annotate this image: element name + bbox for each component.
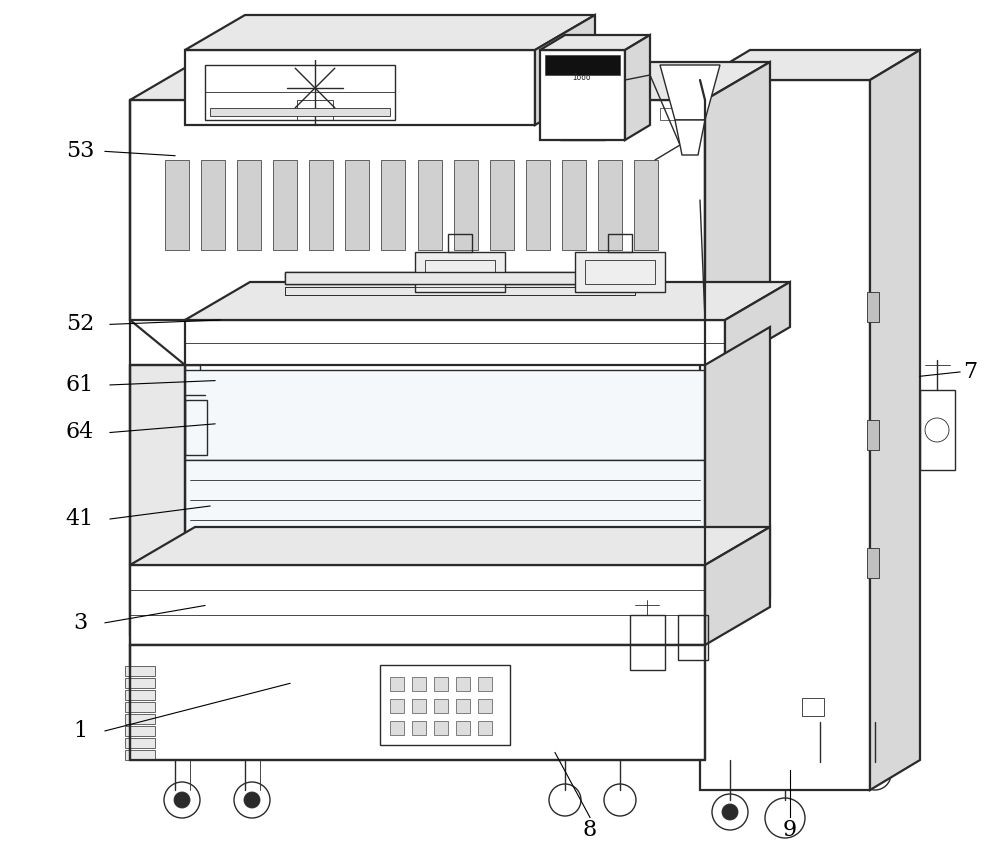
Polygon shape <box>526 160 550 250</box>
Circle shape <box>790 404 796 410</box>
Polygon shape <box>285 272 635 284</box>
Text: Iooo: Iooo <box>573 74 591 82</box>
Polygon shape <box>125 690 155 700</box>
Polygon shape <box>434 721 448 735</box>
Polygon shape <box>185 15 595 50</box>
Text: 61: 61 <box>66 374 94 396</box>
Polygon shape <box>562 160 586 250</box>
Polygon shape <box>345 160 369 250</box>
Polygon shape <box>125 738 155 748</box>
Text: 64: 64 <box>66 421 94 444</box>
Text: 3: 3 <box>73 612 87 634</box>
Polygon shape <box>125 726 155 736</box>
Polygon shape <box>700 50 920 80</box>
Polygon shape <box>478 699 492 713</box>
Polygon shape <box>165 160 189 250</box>
Text: 8: 8 <box>583 819 597 842</box>
Polygon shape <box>201 160 225 250</box>
Circle shape <box>244 792 260 808</box>
Polygon shape <box>634 160 658 250</box>
Circle shape <box>681 118 689 126</box>
Polygon shape <box>125 702 155 712</box>
Text: 7: 7 <box>963 361 977 383</box>
Polygon shape <box>705 62 770 320</box>
Polygon shape <box>434 677 448 691</box>
Circle shape <box>174 792 190 808</box>
Polygon shape <box>381 160 405 250</box>
Polygon shape <box>478 721 492 735</box>
Polygon shape <box>598 160 622 250</box>
Polygon shape <box>412 699 426 713</box>
Polygon shape <box>130 100 705 320</box>
Polygon shape <box>725 282 790 365</box>
Polygon shape <box>285 272 635 284</box>
Circle shape <box>639 632 655 648</box>
Polygon shape <box>705 327 770 635</box>
Polygon shape <box>130 527 770 565</box>
Polygon shape <box>478 677 492 691</box>
Text: 9: 9 <box>783 819 797 842</box>
Polygon shape <box>125 714 155 724</box>
Polygon shape <box>130 645 705 760</box>
Polygon shape <box>185 320 725 365</box>
Text: 1: 1 <box>73 720 87 742</box>
Polygon shape <box>412 677 426 691</box>
Polygon shape <box>870 50 920 790</box>
Polygon shape <box>273 160 297 250</box>
Polygon shape <box>540 35 650 50</box>
Polygon shape <box>125 678 155 688</box>
Text: 53: 53 <box>66 140 94 163</box>
Polygon shape <box>412 721 426 735</box>
Text: 52: 52 <box>66 313 94 336</box>
Polygon shape <box>867 548 879 578</box>
Polygon shape <box>130 565 705 645</box>
Polygon shape <box>130 62 770 100</box>
Polygon shape <box>705 527 770 645</box>
Polygon shape <box>390 677 404 691</box>
Polygon shape <box>675 120 705 155</box>
Text: 41: 41 <box>66 508 94 530</box>
Polygon shape <box>535 15 595 125</box>
Polygon shape <box>185 460 705 535</box>
Polygon shape <box>456 677 470 691</box>
Polygon shape <box>237 160 261 250</box>
Polygon shape <box>390 721 404 735</box>
Circle shape <box>722 804 738 820</box>
Polygon shape <box>434 699 448 713</box>
Polygon shape <box>660 65 720 120</box>
Polygon shape <box>185 370 705 570</box>
Polygon shape <box>415 252 505 292</box>
Polygon shape <box>545 55 620 75</box>
Polygon shape <box>867 292 879 322</box>
Polygon shape <box>185 282 790 320</box>
Polygon shape <box>625 35 650 140</box>
Polygon shape <box>185 50 535 125</box>
Polygon shape <box>130 365 185 635</box>
Polygon shape <box>575 252 665 292</box>
Polygon shape <box>540 50 625 140</box>
Polygon shape <box>490 160 514 250</box>
Polygon shape <box>210 108 390 116</box>
Polygon shape <box>454 160 478 250</box>
Polygon shape <box>309 160 333 250</box>
Polygon shape <box>867 420 879 450</box>
Polygon shape <box>418 160 442 250</box>
Polygon shape <box>125 750 155 760</box>
Polygon shape <box>125 666 155 676</box>
Polygon shape <box>456 699 470 713</box>
Polygon shape <box>700 80 870 790</box>
Polygon shape <box>390 699 404 713</box>
Polygon shape <box>456 721 470 735</box>
Polygon shape <box>185 370 705 460</box>
